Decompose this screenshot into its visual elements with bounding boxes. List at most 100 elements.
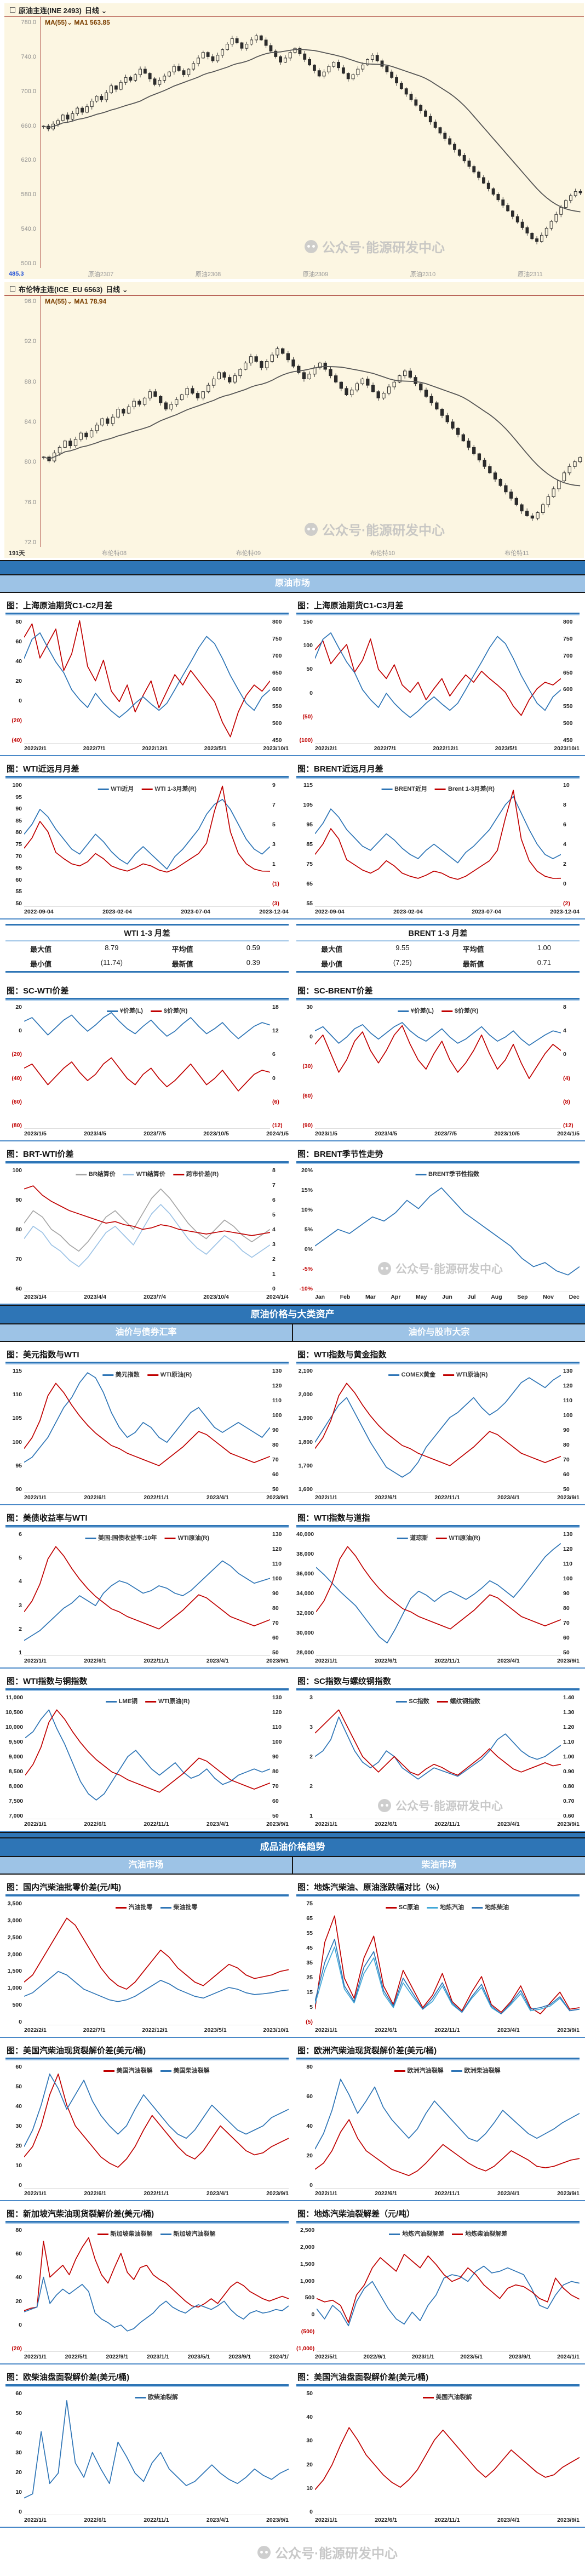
legend-item: 道琼斯 — [397, 1533, 428, 1542]
y-axis-tick: 500 — [272, 720, 282, 727]
y-axis-tick: 4 — [19, 1578, 22, 1585]
plot-area: LME铜 WTI原油(R) — [25, 1694, 270, 1819]
y-axis-tick: -5% — [302, 1266, 313, 1272]
y-axis-tick: 0 — [19, 2321, 22, 2328]
legend-item: $价差(R) — [441, 1006, 478, 1015]
line-plot — [24, 2064, 289, 2188]
plot-area: 欧洲汽油裂解 欧洲柴油裂解 — [315, 2064, 580, 2189]
y-axis-tick: 8,500 — [8, 1768, 24, 1775]
chart-us-crack: 图：美国汽柴油现货裂解价差(美元/桶) 60 50 40 30 20 10 0 美国汽油裂解 美国… — [5, 2043, 289, 2198]
y-axis-tick: (60) — [302, 1093, 313, 1099]
y-axis-tick: (40) — [12, 737, 22, 744]
plot-area: 美国汽油裂解 — [315, 2390, 580, 2515]
x-axis-label: 2023/9/1 — [557, 2190, 580, 2197]
chart-body: 115 105 95 85 75 65 55 BRENT近月 Brent 1-3月差(R) 10 8… — [296, 782, 580, 907]
chart-row: 图：BRT-WTI价差 100 90 80 70 60 BR结算价 WTI结算价 跨市价差(R)… — [0, 1141, 585, 1305]
y-axis-tick: 25 — [306, 1974, 313, 1981]
chart-body: 80 60 40 20 0 欧洲汽油裂解 欧洲柴油裂解 — [296, 2064, 580, 2189]
x-axis-label: 2023-12-04 — [550, 909, 580, 915]
chart-copper-wti: 图：WTI指数与铜指数 11,000 10,500 10,000 9,500 9,000 8… — [5, 1674, 289, 1829]
legend-item: WTI近月 — [97, 784, 134, 793]
y-axis-right: 800 750 700 650 600 550 500 450 — [270, 619, 289, 744]
watermark: 公众号·能源研发中心 — [257, 2543, 398, 2562]
ma-dropdown[interactable]: MA(55)⌄ — [45, 298, 74, 305]
chart-wti-spread: 图：WTI近远月月差 100 95 90 85 80 75 70 65 60 55 50 WTI近月 WT… — [5, 762, 289, 916]
y-axis-tick: 30,000 — [296, 1630, 314, 1636]
chart-row: 图：新加坡汽柴油现货裂解价差(美元/桶) 80 60 40 20 0 (20) 新加坡柴油裂解… — [0, 2201, 585, 2364]
y-axis-tick: 30 — [15, 2123, 22, 2129]
period-dropdown[interactable]: 日线 ⌄ — [84, 6, 107, 15]
y-axis-tick: 7 — [272, 1182, 276, 1189]
y-axis-tick: 110 — [272, 1397, 282, 1404]
chart-title: 图：BRT-WTI价差 — [5, 1147, 289, 1163]
y-axis-tick: (4) — [563, 1075, 570, 1082]
plot-area: 美国汽油裂解 美国柴油裂解 — [24, 2064, 289, 2189]
x-axis-label: 2023/5/1 — [495, 745, 518, 752]
legend-line-icon — [452, 2233, 463, 2235]
x-axis: 2022/1/1 2022/6/1 2022/11/1 2023/4/1 2023/9/… — [5, 2515, 289, 2524]
price-axis-tick: 76.0 — [24, 499, 36, 506]
y-axis-tick: (2) — [563, 900, 570, 907]
y-axis-tick: 120 — [272, 1546, 282, 1552]
series-line — [24, 1013, 270, 1039]
stats-value: 0.71 — [537, 958, 552, 967]
x-axis-label: 2022/1/1 — [24, 1658, 47, 1664]
x-axis-label: 2023/9/1 — [266, 2190, 289, 2197]
chart-legend: SC原油 地炼汽油 地炼柴油 — [385, 1903, 509, 1911]
window-icon — [10, 7, 15, 13]
y-axis-tick: 6 — [272, 1051, 276, 1058]
stats-value: 1.00 — [537, 944, 552, 952]
y-axis-tick: 110 — [272, 1724, 282, 1730]
y-axis-tick: 12 — [272, 1027, 279, 1035]
price-axis-tick: 500.0 — [21, 260, 36, 267]
chart-body: 3 3 2 2 1 SC指数 螺纹钢指数 1.40 1.30 1.20 1.10 1.00 0.90 0.… — [296, 1694, 580, 1819]
stats-table-wti: WTI 1-3 月差 最大值 8.79 平均值 0.59 最小值 (11.74) 最新值 0.3… — [5, 924, 289, 973]
chart-body: 75 65 55 45 35 25 15 5 (5) SC原油 地炼汽油 地炼柴油 — [296, 1900, 580, 2025]
y-axis-tick: 2 — [19, 1625, 22, 1632]
series-line — [315, 1383, 561, 1465]
chart-body: 30 0 (30) (60) (90) ¥价差(L) $价差(R) 8 4 0 (4) (8) (12) — [296, 1004, 580, 1129]
ma-dropdown[interactable]: MA(55)⌄ — [45, 19, 74, 26]
legend-line-icon — [147, 1374, 158, 1376]
y-axis-right: 1.40 1.30 1.20 1.10 1.00 0.90 0.80 0.70 0.60 — [561, 1694, 580, 1819]
x-axis-label: 2024/1/1 — [557, 2354, 580, 2360]
y-axis-tick: 85 — [15, 817, 22, 824]
plot-area: 欧柴油裂解 — [24, 2390, 289, 2515]
y-axis-left: 115 105 95 85 75 65 55 — [296, 782, 315, 907]
y-axis-tick: (100) — [299, 736, 313, 744]
y-axis-right: 130 120 110 100 90 80 70 60 50 — [561, 1531, 580, 1656]
series-line — [24, 1189, 270, 1252]
chart-legend: LME铜 WTI原油(R) — [105, 1697, 190, 1705]
x-axis: 2022/1/1 2022/6/1 2022/11/1 2023/4/1 2023/9/… — [5, 1493, 289, 1502]
x-axis-label: 2022/6/1 — [84, 2190, 107, 2197]
price-axis-tick: 700.0 — [21, 88, 36, 95]
chart-title: 图：国内汽柴油批零价差(元/吨) — [5, 1880, 289, 1896]
x-axis-label: Feb — [340, 1294, 351, 1300]
y-axis-right: 10 8 6 4 2 0 (2) — [561, 782, 580, 907]
x-axis-label: 2022/1/1 — [24, 2354, 47, 2360]
y-axis-tick: (90) — [302, 1122, 313, 1129]
x-axis-label: 2023/9/1 — [557, 2027, 580, 2034]
y-axis-tick: 4 — [563, 841, 566, 848]
x-axis-label: 2022-09-04 — [315, 909, 345, 915]
stats-label: 最大值 — [321, 945, 343, 953]
price-axis-tick: 580.0 — [21, 191, 36, 198]
contract-label: 原油2311 — [518, 271, 543, 278]
y-axis-tick: 2,500 — [7, 1934, 22, 1941]
y-axis-tick: 7,000 — [8, 1813, 24, 1819]
period-dropdown[interactable]: 日线 ⌄ — [106, 285, 128, 294]
legend-item: SC指数 — [395, 1697, 429, 1705]
chart-legend: WTI近月 WTI 1-3月差(R) — [97, 784, 197, 793]
series-line — [315, 1375, 561, 1477]
y-axis-tick: 90 — [272, 1590, 279, 1597]
chart-title: 图：SC-BRENT价差 — [296, 984, 580, 999]
x-axis-label: 2023/10/5 — [494, 1130, 520, 1137]
line-plot — [24, 1167, 270, 1292]
y-axis-tick: 0 — [19, 2182, 22, 2189]
y-axis-left: 100 95 90 85 80 75 70 65 60 55 50 — [5, 782, 24, 907]
y-axis-tick: 150 — [303, 619, 313, 625]
futures-panel-brent: 布伦特主连(ICE_EU 6563) 日线 ⌄ 96.0 92.0 88.0 84.0… — [4, 282, 584, 558]
contract-label: 布伦特11 — [504, 550, 529, 557]
y-axis-tick: 0 — [309, 2508, 313, 2515]
x-axis-label: 2022/7/1 — [83, 745, 106, 752]
